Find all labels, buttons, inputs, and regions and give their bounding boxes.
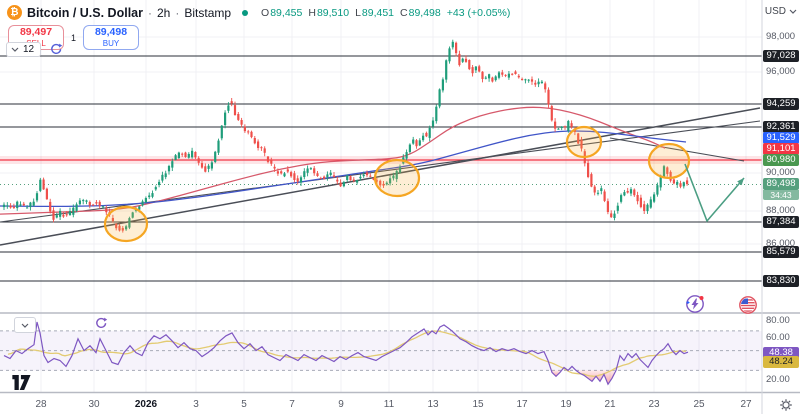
bitcoin-icon: ₿ [7, 5, 22, 20]
price-axis-tick: 20.00 [766, 374, 790, 385]
time-axis-label: 17 [516, 399, 528, 410]
time-axis-label: 25 [693, 399, 705, 410]
legend-count: 12 [23, 44, 35, 55]
tradingview-logo[interactable] [8, 375, 36, 395]
chevron-down-icon [11, 47, 19, 52]
market-status-dot [242, 9, 249, 16]
buy-button[interactable]: 89,498 BUY [83, 25, 140, 50]
title-separator: · [175, 5, 180, 20]
time-axis-label: 15 [472, 399, 484, 410]
time-axis-label: 9 [338, 399, 344, 410]
price-axis-tick: 96,000 [766, 66, 796, 77]
chevron-down-icon [789, 9, 797, 14]
price-axis-tick: 88,000 [766, 205, 796, 216]
time-axis-label: 21 [604, 399, 616, 410]
chevron-down-icon [21, 323, 29, 328]
high-value: 89,510 [316, 6, 350, 19]
open-label: O [261, 6, 270, 19]
price-level-label: 90,980 [763, 154, 799, 166]
chart-header: ₿ Bitcoin / U.S. Dollar · 2h · Bitstamp … [7, 5, 510, 20]
time-axis-label: 11 [383, 399, 395, 410]
buy-price: 89,498 [94, 26, 128, 39]
buy-label: BUY [102, 38, 120, 48]
refresh-icon[interactable] [50, 43, 63, 56]
rsi-legend-collapse-button[interactable] [14, 317, 36, 333]
open-value: 89,455 [270, 6, 303, 19]
bar-countdown: 34:43 [763, 190, 799, 200]
symbol-title[interactable]: Bitcoin / U.S. Dollar [27, 5, 143, 20]
flash-badge-icon[interactable] [684, 293, 706, 320]
change-value: +43 (+0.05%) [446, 6, 511, 19]
time-axis-label: 30 [88, 399, 100, 410]
price-level-label: 87,384 [763, 216, 799, 228]
gear-icon[interactable] [779, 398, 793, 414]
price-axis-tick: 86,000 [766, 238, 796, 249]
interval-label[interactable]: 2h [157, 5, 171, 20]
time-axis-label: 28 [35, 399, 47, 410]
time-axis-label: 5 [241, 399, 247, 410]
close-value: 89,498 [408, 6, 441, 19]
us-flag-badge-icon[interactable] [738, 295, 758, 320]
price-axis-tick: 98,000 [766, 31, 796, 42]
close-label: C [400, 6, 408, 19]
time-axis-label: 3 [193, 399, 199, 410]
price-level-label: 48.24 [763, 356, 799, 368]
time-axis-label: 23 [648, 399, 660, 410]
legend-row: 12 [6, 42, 63, 57]
price-level-label: 83,830 [763, 275, 799, 287]
price-level-label: 92,361 [763, 121, 799, 133]
high-label: H [308, 6, 316, 19]
time-axis-label: 19 [560, 399, 572, 410]
time-axis-label: 13 [427, 399, 439, 410]
title-separator: · [148, 5, 152, 20]
currency-dropdown[interactable]: USD [765, 6, 797, 17]
time-axis-label: 27 [740, 399, 752, 410]
low-label: L [355, 6, 361, 19]
sell-price: 89,497 [19, 26, 53, 39]
spread-value: 1 [71, 32, 77, 43]
price-level-label: 97,028 [763, 50, 799, 62]
currency-label: USD [764, 6, 786, 17]
price-level-label: 89,498 34:43 [763, 178, 799, 200]
price-axis-tick: 60.00 [766, 332, 790, 343]
exchange-label[interactable]: Bitstamp [184, 5, 232, 20]
price-level-label: 85,579 [763, 246, 799, 258]
price-level-label: 94,259 [763, 98, 799, 110]
price-axis-tick: 90,000 [766, 167, 796, 178]
price-axis-tick: 80.00 [766, 315, 790, 326]
time-axis-label: 7 [289, 399, 295, 410]
rsi-refresh-icon[interactable] [95, 317, 108, 335]
ohlc-readout: O 89,455 H 89,510 L 89,451 C 89,498 +43 (+0.… [256, 7, 510, 19]
price-level-label: 91,529 [763, 132, 799, 144]
legend-collapse-button[interactable]: 12 [6, 42, 42, 57]
price-level-label: 91,101 [763, 143, 799, 155]
low-value: 89,451 [361, 6, 395, 19]
time-axis-label: 2026 [134, 399, 158, 410]
